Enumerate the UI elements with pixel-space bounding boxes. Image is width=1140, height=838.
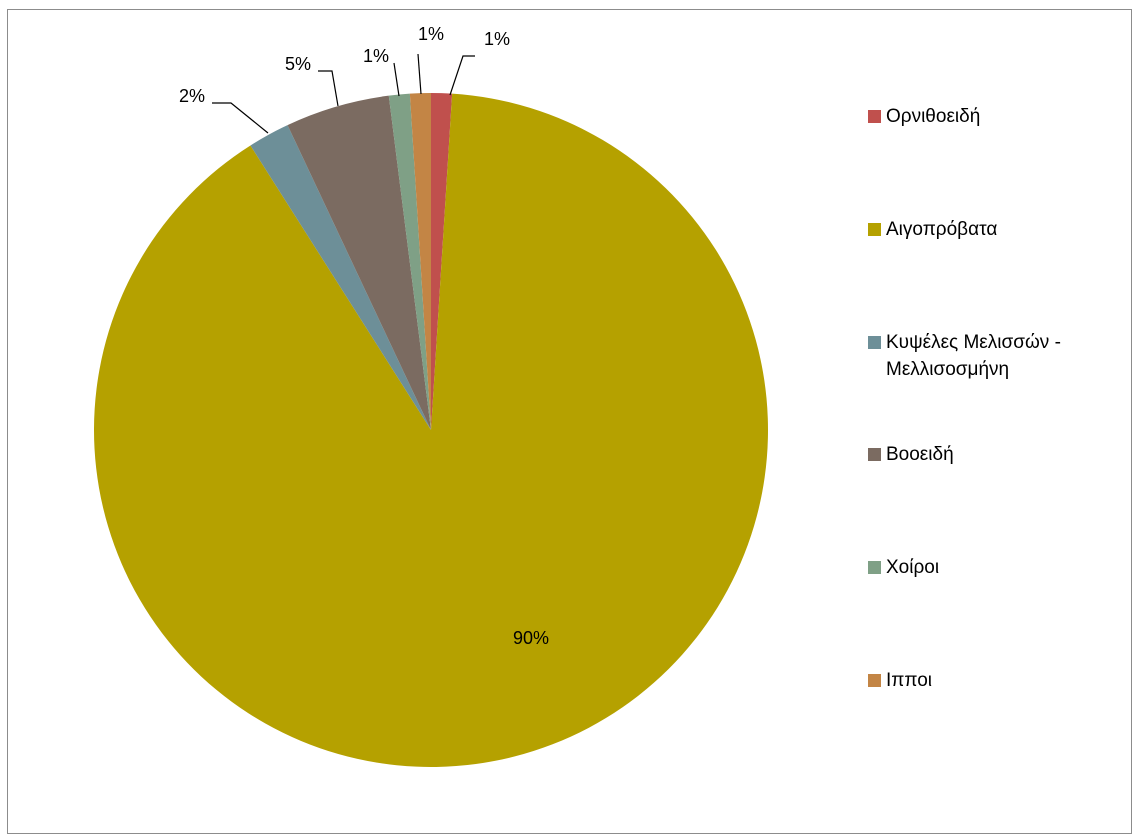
legend-item-xoiroi: Χοίροι bbox=[868, 554, 939, 581]
leader-line bbox=[393, 62, 400, 97]
legend-item-ornithoeidi: Ορνιθοειδή bbox=[868, 103, 980, 130]
legend-label: Βοοειδή bbox=[886, 444, 954, 465]
legend-swatch bbox=[868, 110, 881, 123]
leader-line bbox=[417, 53, 422, 95]
pie-slice bbox=[250, 125, 431, 431]
legend-swatch bbox=[868, 223, 881, 236]
data-label: 1% bbox=[418, 24, 444, 44]
leader-line bbox=[449, 55, 475, 96]
legend: Ορνιθοειδή Αιγοπρόβατα Κυψέλες Μελισσών … bbox=[868, 0, 1138, 838]
legend-item-ippoi: Ιπποι bbox=[868, 667, 932, 694]
pie-slice bbox=[431, 93, 453, 430]
leader-line bbox=[318, 70, 339, 107]
legend-label: Χοίροι bbox=[886, 557, 940, 578]
legend-item-vooeidi: Βοοειδή bbox=[868, 441, 954, 468]
legend-item-kypseles: Κυψέλες Μελισσών - Μελλισοσμήνη bbox=[868, 329, 1061, 383]
data-label: 1% bbox=[484, 29, 510, 49]
pie-slice bbox=[93, 93, 769, 767]
legend-swatch bbox=[868, 336, 881, 349]
data-label: 2% bbox=[179, 86, 205, 106]
data-label: 1% bbox=[363, 46, 389, 66]
legend-label: Ορνιθοειδή bbox=[886, 106, 981, 127]
leader-line bbox=[212, 102, 269, 134]
pie-slice bbox=[287, 95, 431, 430]
data-label: 90% bbox=[513, 628, 549, 648]
data-label: 5% bbox=[285, 54, 311, 74]
legend-swatch bbox=[868, 561, 881, 574]
legend-item-aigoprovata: Αιγοπρόβατα bbox=[868, 216, 997, 243]
pie-slice bbox=[409, 93, 431, 430]
legend-label: Κυψέλες Μελισσών - Μελλισοσμήνη bbox=[886, 332, 1061, 380]
legend-swatch bbox=[868, 448, 881, 461]
legend-label: Αιγοπρόβατα bbox=[886, 219, 998, 240]
legend-label: Ιπποι bbox=[886, 670, 933, 691]
pie-slice bbox=[388, 93, 431, 431]
legend-swatch bbox=[868, 674, 881, 687]
